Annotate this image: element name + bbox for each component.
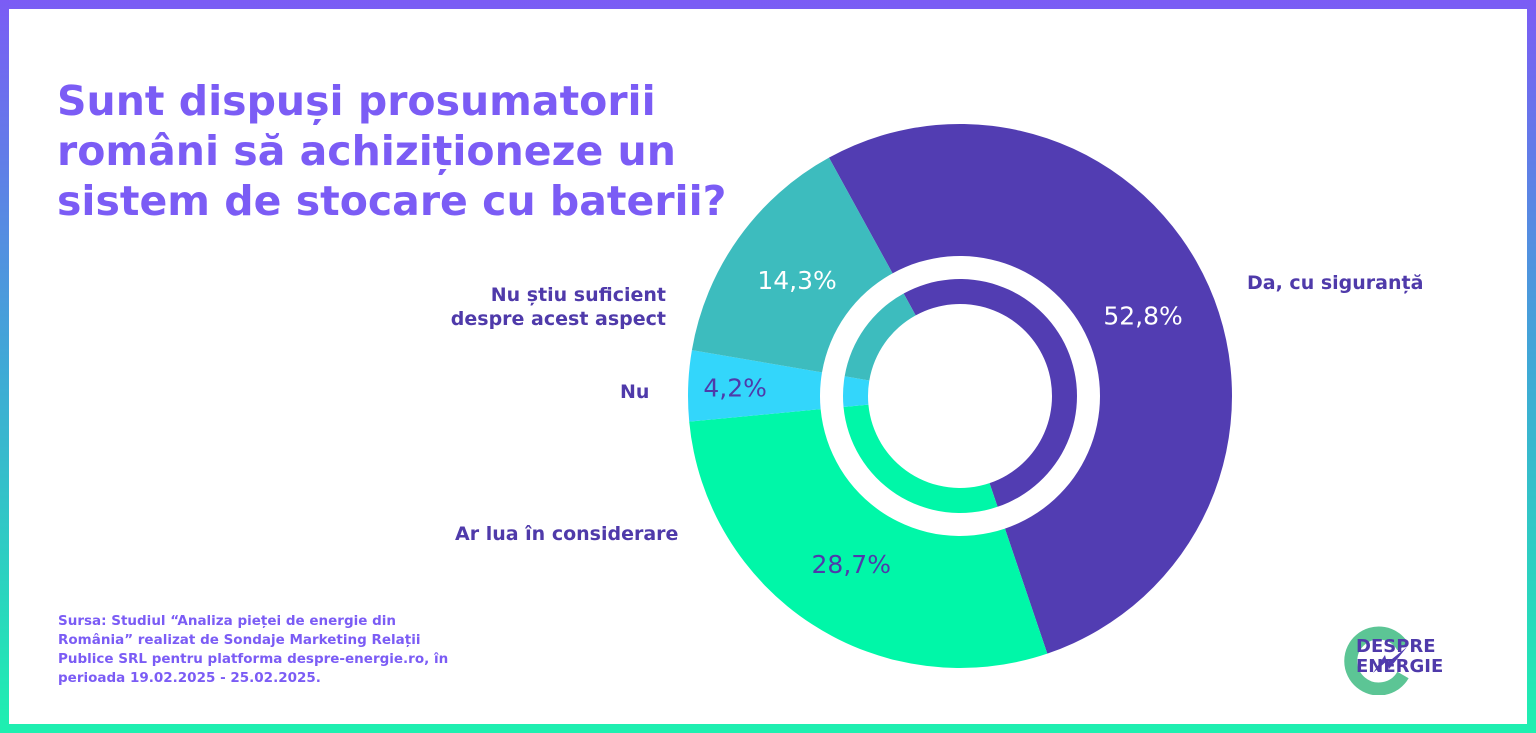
logo-icon bbox=[1344, 626, 1409, 695]
value-label-2: 4,2% bbox=[703, 374, 767, 403]
slice-inner-0 bbox=[903, 279, 1077, 507]
slice-outer-0 bbox=[828, 123, 1233, 654]
value-label-0: 52,8% bbox=[1103, 301, 1182, 330]
logo-text: DESPRE ENERGIE bbox=[1356, 636, 1444, 677]
value-label-1: 28,7% bbox=[812, 550, 891, 579]
slice-inner-2 bbox=[843, 376, 870, 408]
chart-title: Sunt dispuși prosumatorii români să achi… bbox=[57, 77, 727, 225]
category-label-nu-stiu: Nu știu suficient despre acest aspect bbox=[450, 284, 666, 330]
category-label-ar-lua: Ar lua în considerare bbox=[455, 523, 679, 545]
slice-inner-3 bbox=[844, 293, 916, 381]
category-label-nu: Nu bbox=[620, 381, 650, 403]
value-label-3: 14,3% bbox=[757, 266, 836, 295]
slice-outer-3 bbox=[691, 157, 893, 373]
slice-outer-2 bbox=[688, 350, 823, 422]
source-note: Sursa: Studiul “Analiza pieței de energi… bbox=[58, 613, 449, 686]
category-label-da: Da, cu siguranță bbox=[1247, 272, 1424, 294]
slice-outer-1 bbox=[689, 409, 1048, 668]
slice-inner-1 bbox=[843, 404, 998, 514]
